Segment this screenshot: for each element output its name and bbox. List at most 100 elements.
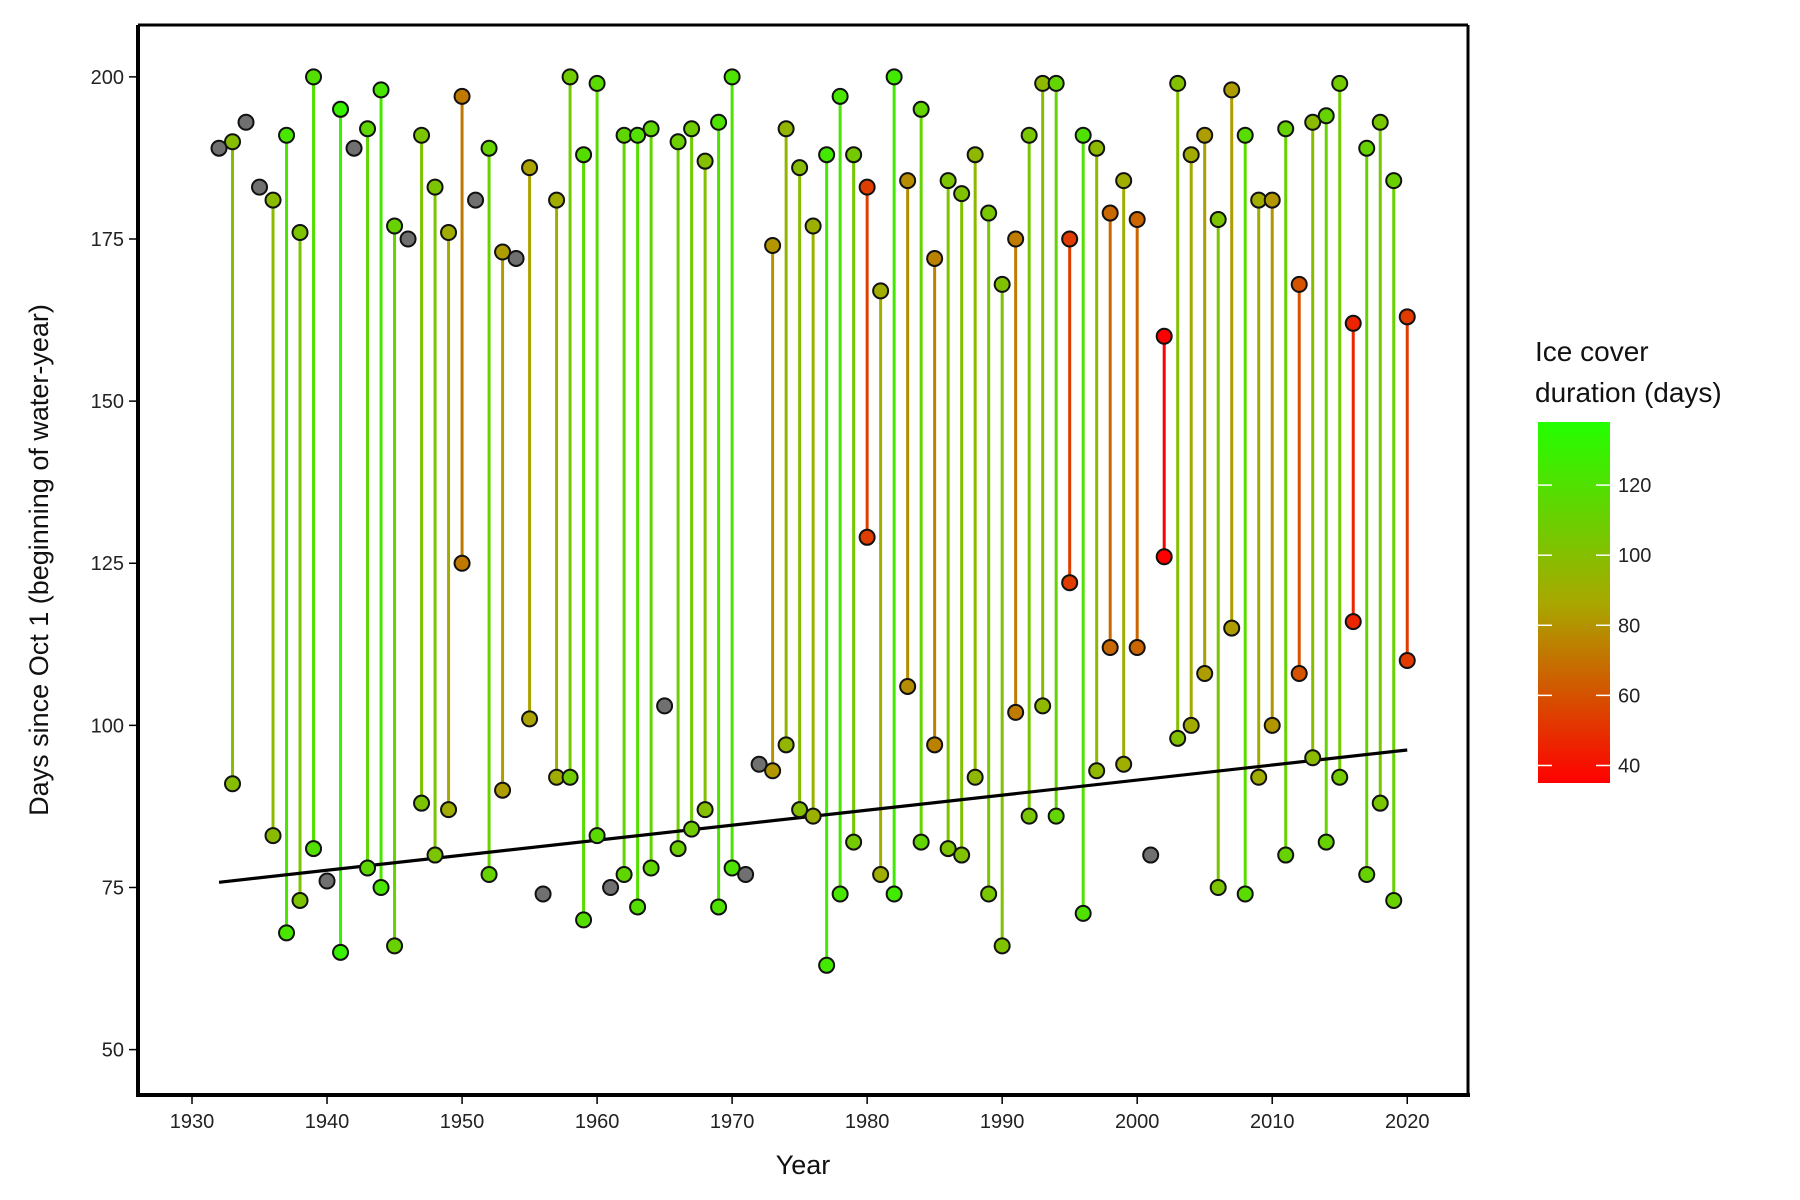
freeze-point-1946 [399,230,417,248]
x-tick-label-2020: 2020 [1385,1111,1430,1133]
thaw-point-2003 [1169,74,1187,92]
freeze-point-1967 [683,820,701,838]
thaw-point-1944 [372,81,390,99]
thaw-point-2002 [1155,327,1173,345]
freeze-point-1979 [845,833,863,851]
freeze-point-1953 [494,781,512,799]
y-tick-label-200: 200 [91,67,124,89]
freeze-point-2003 [1169,729,1187,747]
freeze-point-2008 [1236,885,1254,903]
thaw-point-1949 [440,224,458,242]
freeze-point-1999 [1115,755,1133,773]
freeze-point-1987 [953,846,971,864]
thaw-point-2016 [1344,314,1362,332]
legend-title-line-2: duration (days) [1535,377,1722,408]
thaw-point-1991 [1007,230,1025,248]
thaw-point-2012 [1290,275,1308,293]
freeze-point-1975 [791,801,809,819]
freeze-point-1954 [507,249,525,267]
axes: 50 75 100 125 150 175 200 1930 1940 1950 1960 1970 1… [24,23,1470,1180]
y-tick-label-175: 175 [91,229,124,251]
x-tick-label-1970: 1970 [710,1111,755,1133]
freeze-point-1976 [804,807,822,825]
thaw-point-1948 [426,178,444,196]
freeze-point-1985 [926,736,944,754]
freeze-point-2001 [1142,846,1160,864]
freeze-point-1972 [750,755,768,773]
freeze-point-1992 [1020,807,1038,825]
freeze-point-1942 [345,139,363,157]
freeze-point-2009 [1250,768,1268,786]
freeze-point-1974 [777,736,795,754]
thaw-point-1943 [359,120,377,138]
freeze-point-1938 [291,891,309,909]
thaw-point-1958 [561,68,579,86]
freeze-point-1949 [440,801,458,819]
thaw-point-1977 [818,146,836,164]
freeze-point-1970 [723,859,741,877]
thaw-point-2014 [1317,107,1335,125]
thaw-point-1994 [1047,74,1065,92]
thaw-point-2017 [1358,139,1376,157]
freeze-point-2004 [1182,716,1200,734]
freeze-point-1969 [710,898,728,916]
thaw-point-2015 [1331,74,1349,92]
freeze-point-1959 [575,911,593,929]
y-tick-label-150: 150 [91,391,124,413]
thaw-point-1960 [588,74,606,92]
thaw-point-1983 [899,172,917,190]
legend-tick-label-60: 60 [1618,685,1640,707]
thaw-point-1999 [1115,172,1133,190]
thaw-point-2010 [1263,191,1281,209]
freeze-point-1933 [224,775,242,793]
thaw-point-1945 [386,217,404,235]
x-tick-label-1960: 1960 [575,1111,620,1133]
thaw-point-1964 [642,120,660,138]
freeze-point-1995 [1061,574,1079,592]
freeze-point-1993 [1034,697,1052,715]
thaw-point-1992 [1020,126,1038,144]
thaw-point-1973 [764,236,782,254]
freeze-point-2007 [1223,619,1241,637]
x-tick-label-1980: 1980 [845,1111,890,1133]
thaw-point-1957 [548,191,566,209]
y-tick-label-100: 100 [91,715,124,737]
x-tick-label-1950: 1950 [440,1111,485,1133]
freeze-point-1955 [521,710,539,728]
freeze-point-1934 [237,113,255,131]
thaw-point-1938 [291,224,309,242]
thaw-point-2013 [1304,113,1322,131]
freeze-point-1986 [939,840,957,858]
freeze-point-2002 [1155,548,1173,566]
thaw-point-1955 [521,159,539,177]
x-axis-title: Year [776,1150,831,1180]
thaw-point-1937 [278,126,296,144]
freeze-point-1961 [602,878,620,896]
thaw-point-1978 [831,87,849,105]
freeze-point-1944 [372,878,390,896]
legend-tick-label-80: 80 [1618,615,1640,637]
freeze-point-1935 [251,178,269,196]
y-axis-title: Days since Oct 1 (beginning of water-yea… [24,304,54,816]
thaw-point-1980 [858,178,876,196]
thaw-point-1974 [777,120,795,138]
freeze-point-1962 [615,866,633,884]
thaw-point-1941 [332,100,350,118]
freeze-point-1963 [629,898,647,916]
freeze-point-1943 [359,859,377,877]
freeze-point-2013 [1304,749,1322,767]
freeze-point-1980 [858,528,876,546]
thaw-point-1998 [1101,204,1119,222]
thaw-point-1967 [683,120,701,138]
freeze-point-1952 [480,866,498,884]
freeze-point-1960 [588,827,606,845]
thaw-point-1976 [804,217,822,235]
thaw-point-1966 [669,133,687,151]
freeze-point-2016 [1344,613,1362,631]
legend-title-line-1: Ice cover [1535,336,1649,367]
freeze-point-1989 [980,885,998,903]
thaw-point-2007 [1223,81,1241,99]
legend-tick-label-100: 100 [1618,545,1651,567]
freeze-point-2006 [1209,878,1227,896]
